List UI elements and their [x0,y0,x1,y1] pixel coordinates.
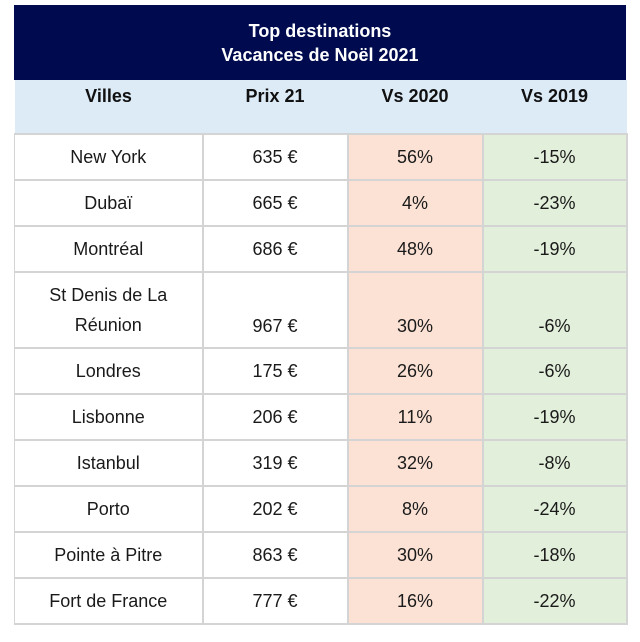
vs2019-cell: -6% [481,347,628,395]
table-row: Istanbul 319 €32% -8% [14,439,628,487]
vs2020-cell: 11% [346,393,484,441]
table-row: Londres 175 €26% -6% [14,347,628,395]
header-row: Villes Prix 21 Vs 2020 Vs 2019 [14,80,627,134]
city-cell: Pointe à Pitre [14,531,204,579]
vs2019-cell: -19% [481,225,628,273]
destinations-table: Villes Prix 21 Vs 2020 Vs 2019 New York 6… [14,80,628,625]
vs2019-cell: -19% [481,393,628,441]
vs2019-cell: -8% [481,439,628,487]
header-prix: Prix 21 [202,80,348,134]
city-cell: Lisbonne [14,393,204,441]
header-vs2020: Vs 2020 [347,80,483,134]
vs2020-cell: 32% [346,439,484,487]
destinations-table-card: Top destinations Vacances de Noël 2021 V… [14,5,628,625]
price-cell: 777 € [201,577,349,625]
vs2020-cell: 16% [346,577,484,625]
price-cell: 202 € [201,485,349,533]
vs2019-cell: -15% [481,133,628,181]
table-row: Montréal 686 €48% -19% [14,225,628,273]
table-row: New York 635 €56% -15% [14,133,628,181]
price-cell: 635 € [201,133,349,181]
city-cell: Montréal [14,225,204,273]
vs2020-cell: 56% [346,133,484,181]
city-cell: New York [14,133,204,181]
city-cell: Istanbul [14,439,204,487]
price-cell: 319 € [201,439,349,487]
table-row: Dubaï 665 €4% -23% [14,179,628,227]
table-row: Pointe à Pitre 863 €30% -18% [14,531,628,579]
vs2019-cell: -18% [481,531,628,579]
price-cell: 686 € [201,225,349,273]
table-row: St Denis de La Réunion 967 €30% -6% [14,271,628,349]
city-cell: Fort de France [14,577,204,625]
price-cell: 665 € [201,179,349,227]
vs2020-cell: 48% [346,225,484,273]
price-cell: 206 € [201,393,349,441]
vs2019-cell: -24% [481,485,628,533]
vs2019-cell: -23% [481,179,628,227]
vs2020-cell: 30% [346,271,484,349]
price-cell: 863 € [201,531,349,579]
price-cell: 967 € [201,271,349,349]
city-cell: Londres [14,347,204,395]
table-row: Fort de France 777 €16% -22% [14,577,628,625]
table-title: Top destinations Vacances de Noël 2021 [14,5,626,80]
vs2020-cell: 8% [346,485,484,533]
city-cell: Porto [14,485,204,533]
city-cell: Dubaï [14,179,204,227]
vs2019-cell: -6% [481,271,628,349]
vs2020-cell: 26% [346,347,484,395]
title-line-1: Top destinations [248,20,392,41]
title-line-2: Vacances de Noël 2021 [221,44,419,65]
header-villes: Villes [14,80,203,134]
vs2020-cell: 30% [346,531,484,579]
city-cell: St Denis de La Réunion [14,271,204,349]
table-row: Lisbonne 206 €11% -19% [14,393,628,441]
table-row: Porto 202 €8% -24% [14,485,628,533]
vs2019-cell: -22% [481,577,628,625]
price-cell: 175 € [201,347,349,395]
header-vs2019: Vs 2019 [482,80,627,134]
vs2020-cell: 4% [346,179,484,227]
